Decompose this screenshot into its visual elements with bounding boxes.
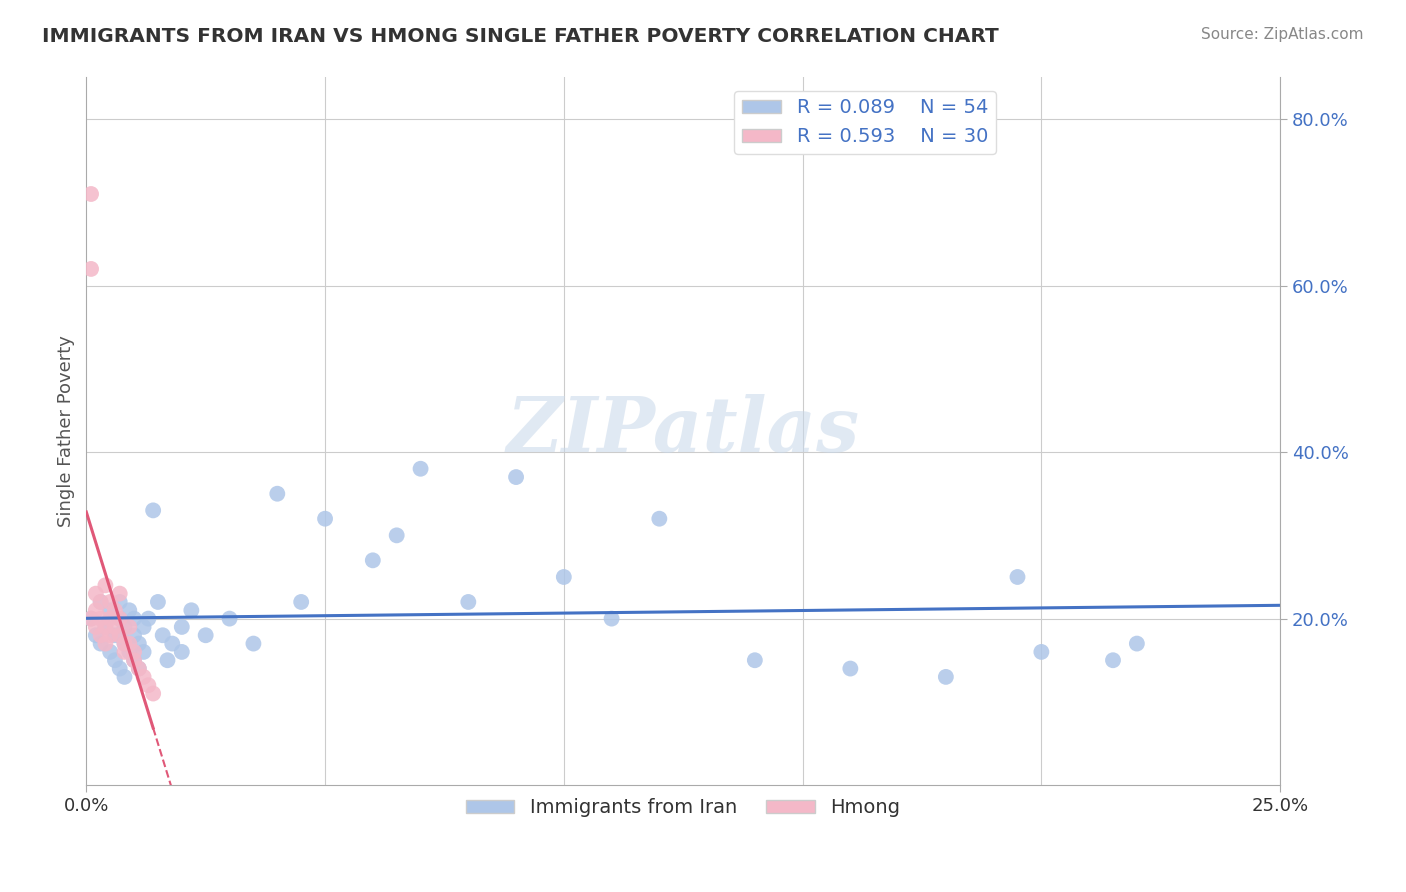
Point <box>114 637 136 651</box>
Point <box>98 595 121 609</box>
Point <box>104 653 127 667</box>
Point <box>122 653 145 667</box>
Point <box>553 570 575 584</box>
Point <box>94 620 117 634</box>
Point <box>122 628 145 642</box>
Point <box>132 670 155 684</box>
Point <box>90 628 112 642</box>
Point <box>142 503 165 517</box>
Point <box>314 512 336 526</box>
Point <box>505 470 527 484</box>
Point <box>170 620 193 634</box>
Point <box>94 637 117 651</box>
Point <box>80 612 103 626</box>
Point <box>94 620 117 634</box>
Text: ZIPatlas: ZIPatlas <box>506 394 860 468</box>
Point <box>84 628 107 642</box>
Point <box>170 645 193 659</box>
Point <box>90 595 112 609</box>
Point <box>128 637 150 651</box>
Point <box>361 553 384 567</box>
Point <box>138 678 160 692</box>
Point <box>90 612 112 626</box>
Point <box>108 612 131 626</box>
Point <box>80 186 103 201</box>
Point <box>457 595 479 609</box>
Point <box>266 487 288 501</box>
Point <box>648 512 671 526</box>
Point <box>118 637 141 651</box>
Text: IMMIGRANTS FROM IRAN VS HMONG SINGLE FATHER POVERTY CORRELATION CHART: IMMIGRANTS FROM IRAN VS HMONG SINGLE FAT… <box>42 27 998 45</box>
Point <box>104 603 127 617</box>
Y-axis label: Single Father Poverty: Single Father Poverty <box>58 335 75 527</box>
Point <box>1031 645 1053 659</box>
Point <box>84 603 107 617</box>
Point <box>600 612 623 626</box>
Point <box>108 612 131 626</box>
Point <box>98 645 121 659</box>
Point <box>122 645 145 659</box>
Point <box>114 670 136 684</box>
Point <box>114 620 136 634</box>
Point <box>90 595 112 609</box>
Point <box>152 628 174 642</box>
Point <box>84 587 107 601</box>
Point <box>108 595 131 609</box>
Point <box>132 620 155 634</box>
Point <box>108 587 131 601</box>
Point <box>138 612 160 626</box>
Point <box>104 620 127 634</box>
Point <box>118 603 141 617</box>
Point <box>242 637 264 651</box>
Point <box>80 261 103 276</box>
Point <box>90 637 112 651</box>
Point <box>744 653 766 667</box>
Legend: Immigrants from Iran, Hmong: Immigrants from Iran, Hmong <box>458 790 908 825</box>
Point <box>114 645 136 659</box>
Point <box>409 462 432 476</box>
Point <box>385 528 408 542</box>
Point <box>290 595 312 609</box>
Point <box>80 612 103 626</box>
Point <box>146 595 169 609</box>
Point <box>98 628 121 642</box>
Point <box>156 653 179 667</box>
Point <box>142 687 165 701</box>
Point <box>218 612 240 626</box>
Point <box>128 662 150 676</box>
Point <box>114 637 136 651</box>
Point <box>108 628 131 642</box>
Point <box>108 662 131 676</box>
Point <box>1102 653 1125 667</box>
Text: Source: ZipAtlas.com: Source: ZipAtlas.com <box>1201 27 1364 42</box>
Point <box>98 603 121 617</box>
Point <box>104 628 127 642</box>
Point <box>132 645 155 659</box>
Point <box>98 612 121 626</box>
Point <box>118 620 141 634</box>
Point <box>122 612 145 626</box>
Point <box>118 645 141 659</box>
Point <box>180 603 202 617</box>
Point <box>122 653 145 667</box>
Point <box>128 662 150 676</box>
Point <box>935 670 957 684</box>
Point <box>194 628 217 642</box>
Point <box>84 620 107 634</box>
Point <box>839 662 862 676</box>
Point <box>162 637 184 651</box>
Point <box>1007 570 1029 584</box>
Point <box>94 578 117 592</box>
Point <box>1126 637 1149 651</box>
